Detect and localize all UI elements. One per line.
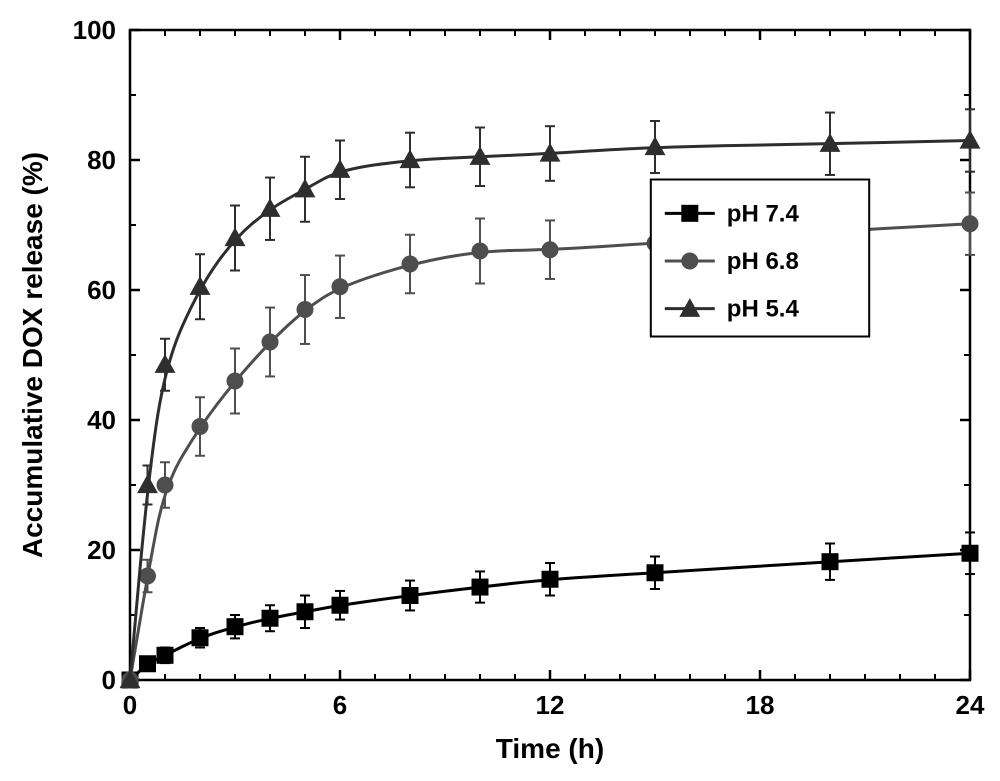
y-tick-label: 0 xyxy=(102,665,116,695)
y-tick-label: 40 xyxy=(87,405,116,435)
y-tick-label: 20 xyxy=(87,535,116,565)
x-tick-label: 24 xyxy=(956,690,985,720)
x-tick-label: 18 xyxy=(746,690,775,720)
y-axis-label: Accumulative DOX release (%) xyxy=(17,152,48,558)
y-tick-label: 100 xyxy=(73,15,116,45)
x-axis-label: Time (h) xyxy=(496,733,604,764)
legend-label-ph68: pH 6.8 xyxy=(727,248,799,275)
chart-canvas: 0 6 12 18 24 0 20 40 60 80 100 Time (h) Accumulative… xyxy=(0,0,1000,781)
legend: pH 7.4 pH 6.8 pH 5.4 xyxy=(651,180,869,337)
legend-label-ph74: pH 7.4 xyxy=(727,200,800,227)
x-tick-label: 6 xyxy=(333,690,347,720)
y-tick-label: 80 xyxy=(87,145,116,175)
x-tick-label: 12 xyxy=(536,690,565,720)
y-tick-label: 60 xyxy=(87,275,116,305)
release-profile-chart: 0 6 12 18 24 0 20 40 60 80 100 Time (h) Accumulative… xyxy=(0,0,1000,781)
legend-label-ph54: pH 5.4 xyxy=(727,296,800,323)
x-tick-label: 0 xyxy=(123,690,137,720)
